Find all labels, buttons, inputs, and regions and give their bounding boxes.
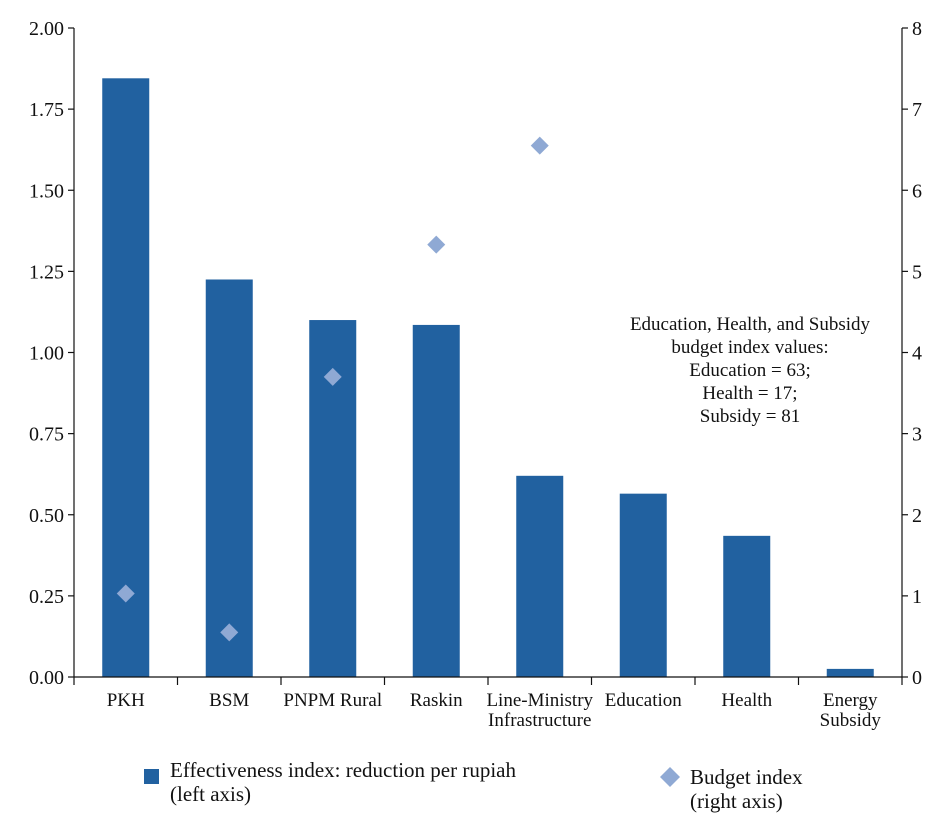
- right-tick-label: 7: [912, 99, 922, 121]
- bar: [826, 668, 874, 677]
- annotation-line: Subsidy = 81: [700, 406, 800, 427]
- right-tick-label: 5: [912, 261, 922, 283]
- data-point: [323, 367, 342, 386]
- bar: [102, 78, 150, 678]
- left-tick-label: 1.75: [29, 99, 64, 121]
- legend-label: Budget index: [690, 765, 803, 789]
- annotation-line: Health = 17;: [702, 383, 797, 404]
- bar: [412, 324, 460, 677]
- right-tick-label: 3: [912, 424, 922, 446]
- left-tick-label: 2.00: [29, 18, 64, 40]
- bar: [516, 475, 564, 677]
- annotation-line: Education, Health, and Subsidy: [630, 314, 871, 335]
- left-tick-label: 1.50: [29, 180, 64, 202]
- x-tick-label: Energy: [823, 690, 878, 711]
- data-point: [427, 235, 446, 254]
- right-tick-label: 0: [912, 667, 922, 689]
- data-point: [116, 584, 135, 603]
- x-tick-label: PKH: [107, 690, 145, 711]
- annotation-line: Education = 63;: [689, 360, 811, 381]
- legend-swatch-square: [144, 769, 159, 784]
- right-tick-label: 1: [912, 586, 922, 608]
- left-tick-label: 0.50: [29, 505, 64, 527]
- x-tick-label: BSM: [209, 690, 249, 711]
- chart-legend: Effectiveness index: reduction per rupia…: [144, 758, 803, 813]
- x-tick-label: Subsidy: [820, 710, 882, 731]
- annotation-line: budget index values:: [671, 337, 828, 358]
- legend-label: (left axis): [170, 782, 251, 806]
- left-tick-label: 0.75: [29, 424, 64, 446]
- data-point: [220, 623, 239, 642]
- left-tick-label: 1.25: [29, 261, 64, 283]
- left-tick-label: 0.25: [29, 586, 64, 608]
- legend-label: Effectiveness index: reduction per rupia…: [170, 758, 516, 782]
- right-tick-label: 4: [912, 343, 922, 365]
- x-tick-label: Education: [605, 690, 683, 711]
- x-tick-label: Health: [721, 690, 772, 711]
- right-tick-label: 2: [912, 505, 922, 527]
- x-tick-label: Infrastructure: [488, 710, 591, 731]
- legend-swatch-diamond: [660, 767, 680, 787]
- x-tick-label: PNPM Rural: [283, 690, 382, 711]
- bar: [723, 535, 771, 677]
- x-tick-label: Line-Ministry: [486, 690, 593, 711]
- bar: [205, 279, 253, 677]
- right-tick-label: 8: [912, 18, 922, 40]
- plot-area: 0.00 0.25 0.50 0.75 1.00 1.25 1.50 1.75 2.00 0 1 2 3…: [29, 18, 922, 731]
- left-tick-label: 0.00: [29, 667, 64, 689]
- data-point: [530, 136, 549, 155]
- bar: [619, 493, 667, 677]
- right-tick-label: 6: [912, 180, 922, 202]
- left-tick-label: 1.00: [29, 343, 64, 365]
- legend-label: (right axis): [690, 789, 783, 813]
- x-tick-label: Raskin: [410, 690, 463, 711]
